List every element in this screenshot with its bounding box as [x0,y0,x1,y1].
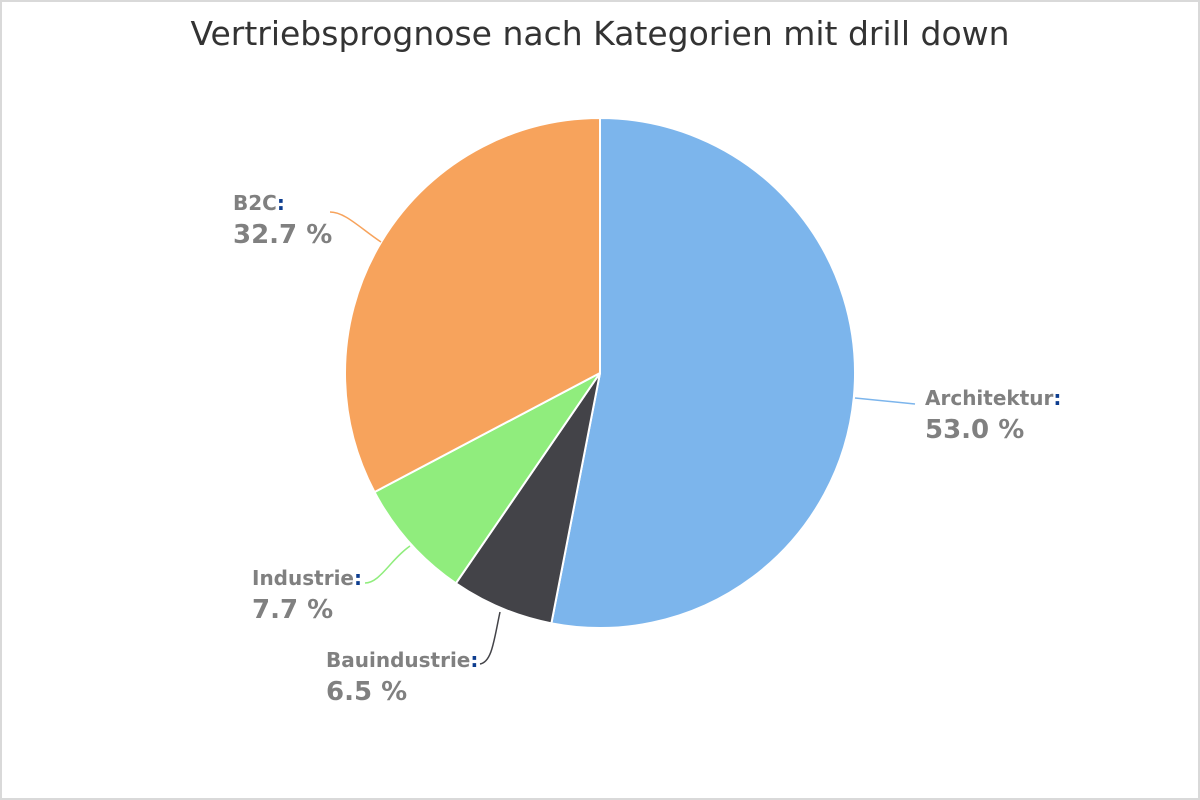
pie-slice-architektur[interactable] [550,116,856,629]
data-label-value: 32.7 % [233,220,332,250]
data-label-name: Bauindustrie: [326,648,478,672]
data-label-value: 53.0 % [925,415,1024,445]
connector-line [854,397,916,405]
connector-line [479,611,501,665]
pie-slice-b2c[interactable] [344,116,601,494]
data-label-name: Architektur: [925,386,1061,410]
data-label-name: Industrie: [252,566,362,590]
connector-line [364,545,411,584]
connector-line [329,211,382,243]
pie-slice-industrie[interactable] [373,372,601,585]
data-label-value: 7.7 % [252,595,333,625]
chart-title: Vertriebsprognose nach Kategorien mit dr… [190,14,1010,53]
data-label-name: B2C: [233,191,285,215]
data-label-value: 6.5 % [326,677,407,707]
